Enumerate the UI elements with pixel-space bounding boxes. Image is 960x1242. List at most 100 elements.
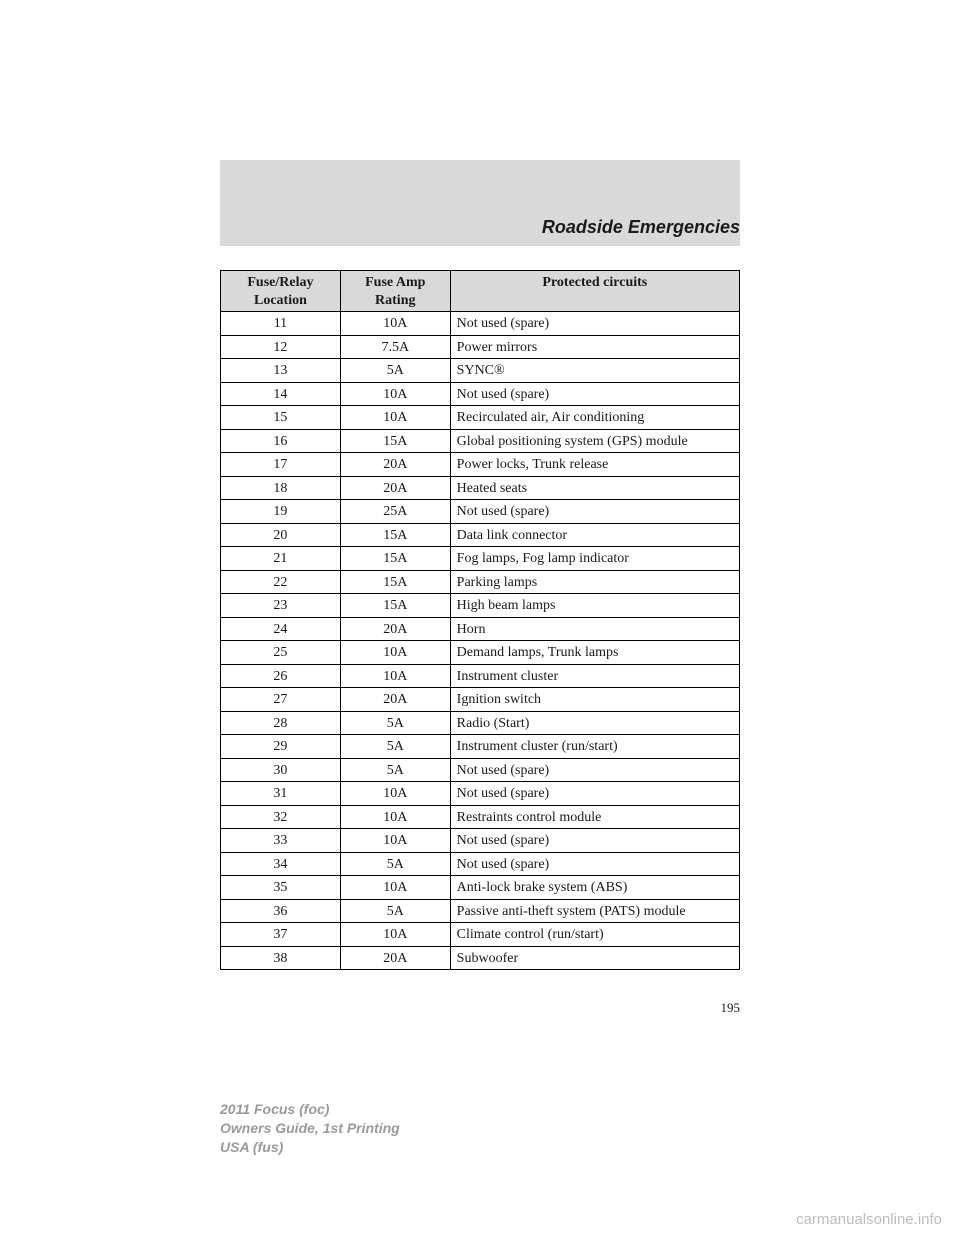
table-row: 345ANot used (spare)	[221, 852, 740, 876]
table-row: 2420AHorn	[221, 617, 740, 641]
cell-amp: 20A	[340, 453, 450, 477]
watermark: carmanualsonline.info	[796, 1211, 942, 1228]
cell-amp: 10A	[340, 382, 450, 406]
cell-amp: 25A	[340, 500, 450, 524]
table-header-row: Fuse/Relay Location Fuse Amp Rating Prot…	[221, 271, 740, 312]
table-row: 2510ADemand lamps, Trunk lamps	[221, 641, 740, 665]
table-row: 3310ANot used (spare)	[221, 829, 740, 853]
cell-circuit: Parking lamps	[450, 570, 739, 594]
table-row: 1110ANot used (spare)	[221, 312, 740, 336]
table-row: 1615AGlobal positioning system (GPS) mod…	[221, 429, 740, 453]
cell-location: 22	[221, 570, 341, 594]
cell-location: 36	[221, 899, 341, 923]
cell-circuit: Restraints control module	[450, 805, 739, 829]
cell-location: 24	[221, 617, 341, 641]
cell-amp: 15A	[340, 523, 450, 547]
cell-location: 13	[221, 359, 341, 383]
footer-model-code: (foc)	[295, 1101, 329, 1117]
cell-circuit: Passive anti-theft system (PATS) module	[450, 899, 739, 923]
table-row: 295AInstrument cluster (run/start)	[221, 735, 740, 759]
cell-location: 15	[221, 406, 341, 430]
cell-amp: 10A	[340, 406, 450, 430]
table-row: 3110ANot used (spare)	[221, 782, 740, 806]
cell-location: 35	[221, 876, 341, 900]
table-row: 2720AIgnition switch	[221, 688, 740, 712]
table-row: 1925ANot used (spare)	[221, 500, 740, 524]
cell-amp: 5A	[340, 711, 450, 735]
cell-location: 31	[221, 782, 341, 806]
cell-location: 14	[221, 382, 341, 406]
footer-block: 2011 Focus (foc) Owners Guide, 1st Print…	[220, 1100, 400, 1157]
cell-circuit: Global positioning system (GPS) module	[450, 429, 739, 453]
cell-amp: 10A	[340, 923, 450, 947]
cell-circuit: High beam lamps	[450, 594, 739, 618]
cell-circuit: Heated seats	[450, 476, 739, 500]
cell-circuit: Power mirrors	[450, 335, 739, 359]
cell-location: 29	[221, 735, 341, 759]
table-row: 2610AInstrument cluster	[221, 664, 740, 688]
cell-circuit: Instrument cluster	[450, 664, 739, 688]
cell-circuit: Fog lamps, Fog lamp indicator	[450, 547, 739, 571]
cell-circuit: Not used (spare)	[450, 782, 739, 806]
table-row: 135ASYNC®	[221, 359, 740, 383]
cell-location: 37	[221, 923, 341, 947]
cell-location: 20	[221, 523, 341, 547]
cell-circuit: Anti-lock brake system (ABS)	[450, 876, 739, 900]
table-row: 2115AFog lamps, Fog lamp indicator	[221, 547, 740, 571]
cell-location: 18	[221, 476, 341, 500]
cell-amp: 15A	[340, 594, 450, 618]
cell-amp: 10A	[340, 876, 450, 900]
footer-model: 2011 Focus	[220, 1101, 295, 1117]
fuse-table: Fuse/Relay Location Fuse Amp Rating Prot…	[220, 270, 740, 970]
cell-circuit: Climate control (run/start)	[450, 923, 739, 947]
cell-amp: 5A	[340, 359, 450, 383]
cell-location: 19	[221, 500, 341, 524]
table-row: 1820AHeated seats	[221, 476, 740, 500]
table-row: 365APassive anti-theft system (PATS) mod…	[221, 899, 740, 923]
cell-amp: 10A	[340, 641, 450, 665]
cell-location: 12	[221, 335, 341, 359]
cell-circuit: Demand lamps, Trunk lamps	[450, 641, 739, 665]
table-row: 305ANot used (spare)	[221, 758, 740, 782]
cell-location: 32	[221, 805, 341, 829]
table-row: 2015AData link connector	[221, 523, 740, 547]
col-header-location: Fuse/Relay Location	[221, 271, 341, 312]
footer-line-3: USA (fus)	[220, 1138, 400, 1157]
table-row: 1510ARecirculated air, Air conditioning	[221, 406, 740, 430]
cell-circuit: Not used (spare)	[450, 829, 739, 853]
cell-location: 27	[221, 688, 341, 712]
cell-circuit: Horn	[450, 617, 739, 641]
table-row: 2215AParking lamps	[221, 570, 740, 594]
cell-circuit: Not used (spare)	[450, 852, 739, 876]
cell-amp: 10A	[340, 664, 450, 688]
col-header-circuits: Protected circuits	[450, 271, 739, 312]
cell-amp: 5A	[340, 735, 450, 759]
cell-circuit: Data link connector	[450, 523, 739, 547]
cell-circuit: Ignition switch	[450, 688, 739, 712]
table-row: 127.5APower mirrors	[221, 335, 740, 359]
cell-circuit: Instrument cluster (run/start)	[450, 735, 739, 759]
cell-location: 16	[221, 429, 341, 453]
cell-circuit: Not used (spare)	[450, 312, 739, 336]
cell-amp: 10A	[340, 782, 450, 806]
cell-circuit: Power locks, Trunk release	[450, 453, 739, 477]
cell-amp: 5A	[340, 852, 450, 876]
table-row: 3820ASubwoofer	[221, 946, 740, 970]
cell-amp: 7.5A	[340, 335, 450, 359]
footer-region: USA	[220, 1139, 249, 1155]
table-row: 1720APower locks, Trunk release	[221, 453, 740, 477]
cell-amp: 5A	[340, 899, 450, 923]
cell-location: 21	[221, 547, 341, 571]
cell-circuit: Subwoofer	[450, 946, 739, 970]
header-banner: Roadside Emergencies	[220, 160, 740, 246]
cell-location: 26	[221, 664, 341, 688]
cell-amp: 5A	[340, 758, 450, 782]
col-header-amp: Fuse Amp Rating	[340, 271, 450, 312]
cell-amp: 15A	[340, 429, 450, 453]
cell-location: 34	[221, 852, 341, 876]
cell-location: 38	[221, 946, 341, 970]
cell-amp: 10A	[340, 829, 450, 853]
section-title: Roadside Emergencies	[542, 217, 740, 238]
table-row: 285ARadio (Start)	[221, 711, 740, 735]
cell-amp: 15A	[340, 547, 450, 571]
